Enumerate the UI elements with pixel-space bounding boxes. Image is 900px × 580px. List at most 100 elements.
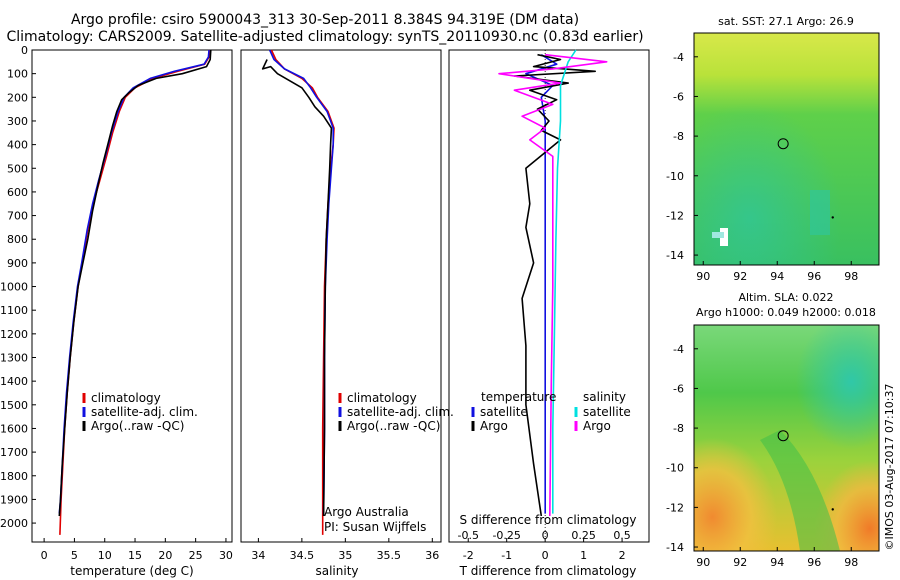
sla-map-ytick-label: -12 (666, 501, 684, 514)
sst-map-frame (693, 32, 880, 266)
difference-temperature-legend-label: satellite (480, 405, 528, 419)
temperature-xtick-label: 5 (71, 549, 78, 562)
depth-tick-label: 1200 (0, 328, 28, 341)
difference-salinity-legend-label: Argo (583, 419, 611, 433)
salinity-series-line (261, 59, 333, 517)
salinity-annotation-line1: Argo Australia (324, 505, 409, 519)
sla-map-xtick-label: 90 (696, 556, 710, 569)
sla-map-xtick-label: 98 (844, 556, 858, 569)
depth-tick-label: 1600 (0, 422, 28, 435)
depth-tick-label: 1000 (0, 281, 28, 294)
sla-map-dot (831, 508, 834, 511)
depth-tick-label: 600 (7, 186, 28, 199)
difference-xtick2-label: -0.25 (492, 529, 520, 542)
temperature-series-line (59, 49, 211, 535)
salinity-xlabel: salinity (315, 564, 358, 578)
sst-map-argo-marker (777, 138, 789, 150)
difference-xlabel2: S difference from climatology (460, 513, 637, 527)
depth-tick-label: 800 (7, 233, 28, 246)
depth-tick-label: 1300 (0, 352, 28, 365)
depth-tick-label: 400 (7, 139, 28, 152)
sla-map-xtick-label: 96 (807, 556, 821, 569)
imos-footer: ©IMOS 03-Aug-2017 07:10:37 (883, 384, 896, 551)
sst-map-image (694, 33, 879, 265)
sst-map-xtick-label: 92 (733, 270, 747, 283)
sla-map-image (694, 325, 879, 551)
temperature-xtick-label: 20 (158, 549, 172, 562)
difference-xtick-label: 2 (619, 549, 626, 562)
difference-series-line (551, 49, 577, 514)
sla-map-title-1: Altim. SLA: 0.022 (738, 291, 833, 304)
difference-xtick-label: -1 (501, 549, 512, 562)
sla-map-ytick-label: -14 (666, 541, 684, 554)
sla-map-argo-marker (777, 430, 789, 442)
depth-tick-label: 1800 (0, 470, 28, 483)
difference-series-line (525, 54, 558, 514)
temperature-xtick-label: 30 (219, 549, 233, 562)
depth-tick-label: 500 (7, 162, 28, 175)
salinity-xtick-label: 34.5 (290, 549, 315, 562)
title-line-2: Climatology: CARS2009. Satellite-adjuste… (6, 29, 644, 45)
salinity-annotation-line2: PI: Susan Wijffels (324, 520, 426, 534)
sst-map-ytick-label: -12 (666, 209, 684, 222)
depth-tick-label: 1700 (0, 446, 28, 459)
temperature-xlabel: temperature (deg C) (70, 564, 193, 578)
sst-map-ytick-label: -4 (673, 51, 684, 64)
sla-map-ytick-label: -4 (673, 343, 684, 356)
difference-series-line (498, 53, 608, 517)
difference-xtick-label: -2 (463, 549, 474, 562)
temperature-legend-label: Argo(..raw -QC) (91, 419, 184, 433)
sla-map-ytick-label: -6 (673, 382, 684, 395)
salinity-legend-label: Argo(..raw -QC) (347, 419, 440, 433)
sst-map-xtick-label: 96 (807, 270, 821, 283)
sst-map-xtick-label: 90 (696, 270, 710, 283)
temperature-xtick-label: 0 (41, 549, 48, 562)
difference-xtick2-label: 0 (542, 529, 549, 542)
salinity-xtick-label: 35 (338, 549, 352, 562)
sst-map-ytick-label: -6 (673, 90, 684, 103)
sst-map-ytick-label: -10 (666, 170, 684, 183)
sst-map-title: sat. SST: 27.1 Argo: 26.9 (718, 15, 854, 28)
temperature-series-line (58, 49, 212, 517)
temperature-xtick-label: 10 (98, 549, 112, 562)
depth-tick-label: 1900 (0, 493, 28, 506)
depth-tick-label: 700 (7, 210, 28, 223)
sst-map-ytick-label: -14 (666, 249, 684, 262)
temperature-panel-frame (31, 49, 233, 543)
salinity-legend-label: climatology (347, 391, 417, 405)
depth-tick-label: 900 (7, 257, 28, 270)
salinity-legend-label: satellite-adj. clim. (347, 405, 454, 419)
depth-tick-label: 100 (7, 68, 28, 81)
temperature-legend-label: satellite-adj. clim. (91, 405, 198, 419)
temperature-xtick-label: 25 (189, 549, 203, 562)
sla-map-ytick-label: -8 (673, 422, 684, 435)
difference-xtick2-label: -0.5 (457, 529, 478, 542)
title-line-1: Argo profile: csiro 5900043_313 30-Sep-2… (70, 12, 580, 28)
difference-legend-title-temperature: temperature (481, 390, 556, 404)
salinity-xtick-label: 34 (251, 549, 265, 562)
sst-map-xtick-label: 94 (770, 270, 784, 283)
difference-xtick2-label: 0.5 (613, 529, 631, 542)
depth-tick-label: 1400 (0, 375, 28, 388)
depth-tick-label: 300 (7, 115, 28, 128)
difference-salinity-legend-label: satellite (583, 405, 631, 419)
difference-xtick2-label: 0.25 (571, 529, 596, 542)
depth-tick-label: 1500 (0, 399, 28, 412)
salinity-xtick-label: 36 (425, 549, 439, 562)
sla-map-xtick-label: 94 (770, 556, 784, 569)
depth-tick-label: 200 (7, 91, 28, 104)
depth-tick-label: 1100 (0, 304, 28, 317)
depth-tick-label: 0 (21, 44, 28, 57)
difference-xtick-label: 1 (580, 549, 587, 562)
depth-tick-label: 2000 (0, 517, 28, 530)
difference-temperature-legend-label: Argo (480, 419, 508, 433)
salinity-xtick-label: 35.5 (377, 549, 402, 562)
difference-xlabel: T difference from climatology (459, 564, 637, 578)
sst-map-ytick-label: -8 (673, 130, 684, 143)
salinity-panel-frame (240, 49, 442, 543)
temperature-xtick-label: 15 (128, 549, 142, 562)
difference-xtick-label: 0 (542, 549, 549, 562)
difference-panel-frame (448, 49, 650, 543)
difference-legend-title-salinity: salinity (583, 390, 626, 404)
